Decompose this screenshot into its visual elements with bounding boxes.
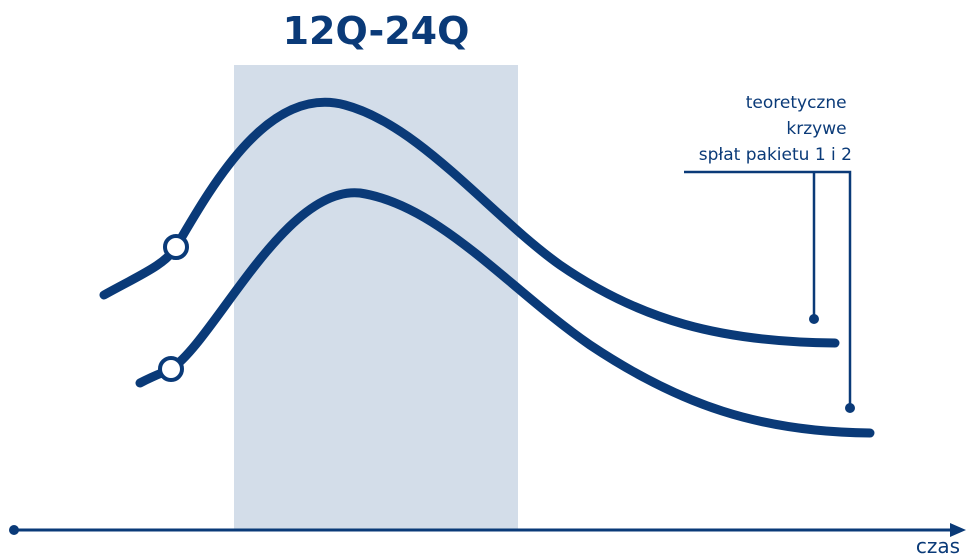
annotation-line-3: spłat pakietu 1 i 2 — [699, 145, 852, 165]
axis-origin-dot — [9, 525, 19, 535]
annotation-line-1: teoretyczne — [746, 93, 847, 113]
leader-dot-curve-2 — [845, 403, 855, 413]
axis-label: czas — [916, 534, 960, 558]
annotation-leader — [684, 170, 852, 408]
highlight-band — [234, 65, 518, 529]
leader-dot-curve-1 — [809, 314, 819, 324]
annotation-label: teoretyczne krzywe spłat pakietu 1 i 2 — [699, 93, 852, 165]
axis-arrow-icon — [950, 523, 966, 537]
curve-2-start-marker — [158, 356, 184, 382]
band-title: 12Q-24Q — [283, 9, 470, 53]
curve-1-start-marker — [163, 234, 189, 260]
annotation-line-2: krzywe — [786, 119, 846, 139]
